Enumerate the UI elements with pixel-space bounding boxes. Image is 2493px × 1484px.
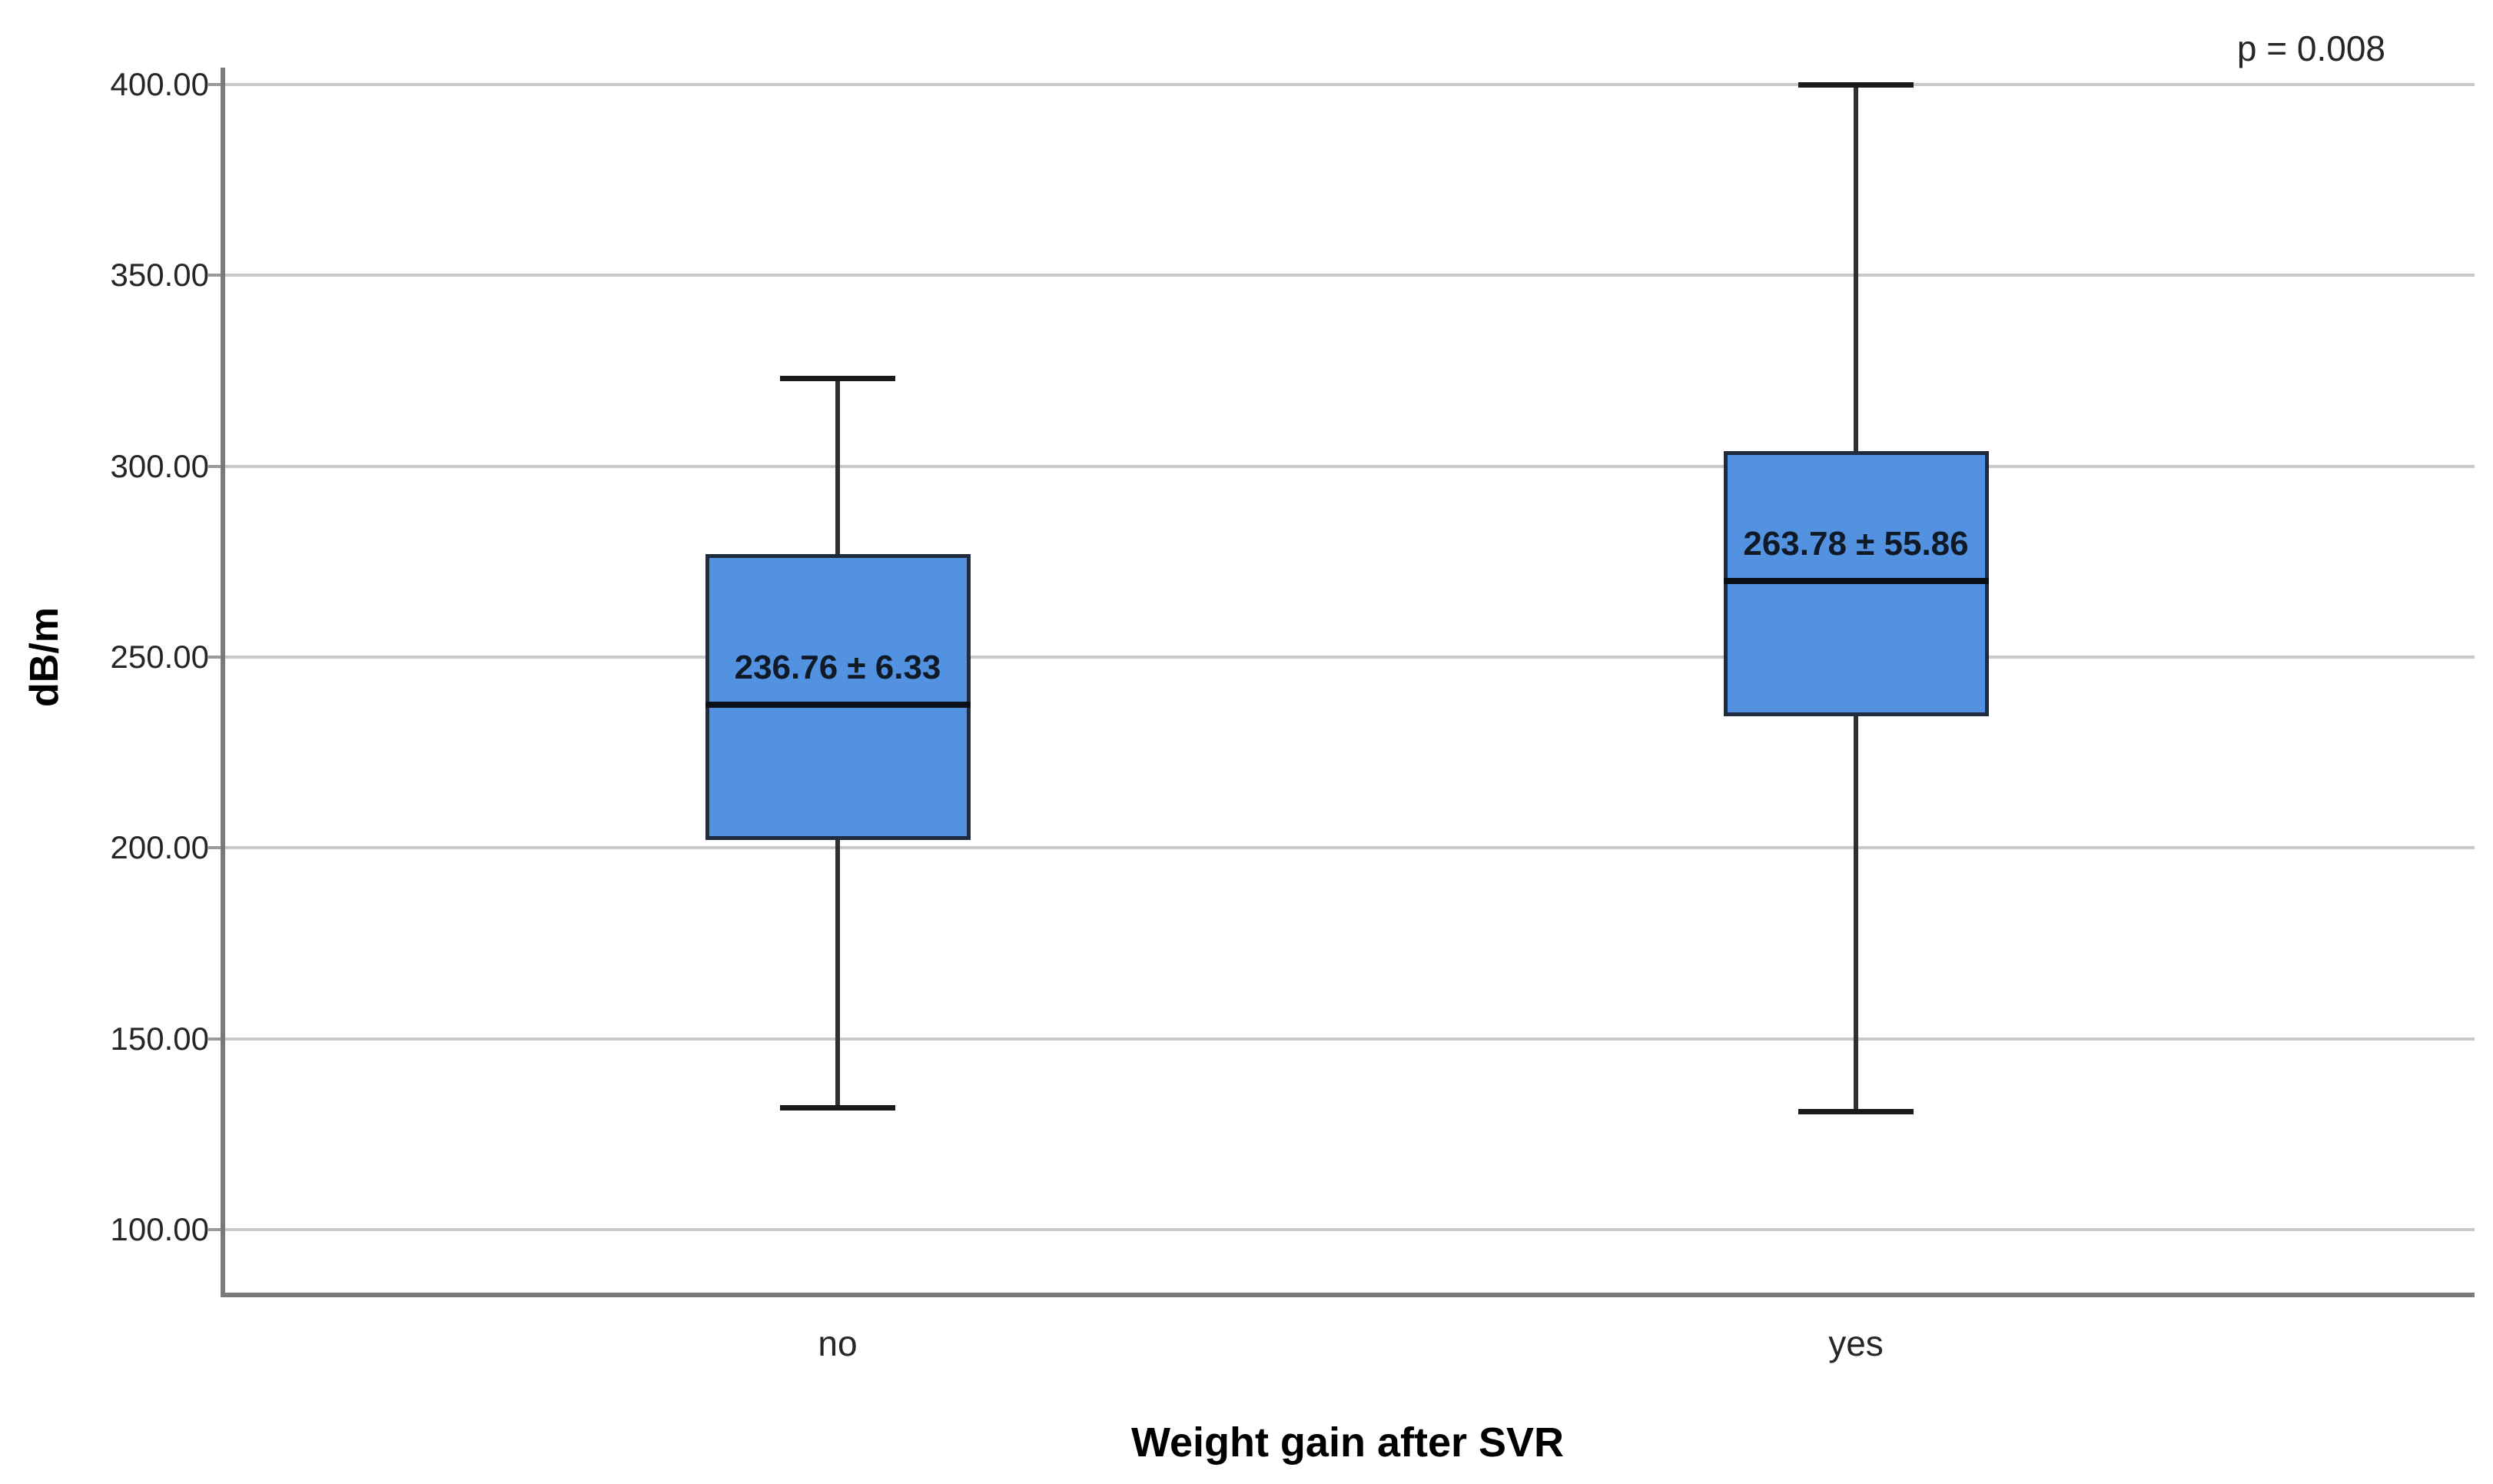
plot-area: [221, 68, 2475, 1293]
gridline: [221, 846, 2475, 850]
lower-whisker-cap: [780, 1105, 895, 1111]
lower-whisker-line: [1854, 715, 1858, 1112]
y-tick-label: 300.00: [110, 447, 209, 484]
median-line: [1723, 577, 1989, 584]
y-tick-label: 100.00: [110, 1211, 209, 1247]
y-axis-title: dB/m: [22, 607, 67, 707]
x-axis-line: [221, 1293, 2475, 1297]
gridline: [221, 464, 2475, 468]
median-line: [705, 702, 971, 709]
p-value-annotation: p = 0.008: [2236, 28, 2385, 68]
upper-whisker-line: [1854, 85, 1858, 451]
y-tick-mark: [208, 656, 221, 659]
x-category-label-no: no: [818, 1323, 858, 1363]
y-tick-label: 200.00: [110, 829, 209, 866]
lower-whisker-line: [835, 840, 840, 1108]
y-tick-mark: [208, 464, 221, 468]
y-tick-mark: [208, 274, 221, 277]
y-tick-mark: [208, 83, 221, 86]
y-tick-mark: [208, 846, 221, 850]
box-stat-label: 236.76 ± 6.33: [734, 649, 941, 687]
gridline: [221, 83, 2475, 86]
gridline: [221, 1228, 2475, 1231]
y-tick-label: 250.00: [110, 639, 209, 675]
lower-whisker-cap: [1798, 1109, 1914, 1115]
y-tick-mark: [208, 1037, 221, 1041]
y-tick-label: 150.00: [110, 1020, 209, 1057]
y-tick-label: 400.00: [110, 66, 209, 102]
y-axis-line: [221, 68, 225, 1293]
upper-whisker-cap: [1798, 82, 1914, 88]
y-tick-mark: [208, 1228, 221, 1231]
x-category-label-yes: yes: [1828, 1323, 1884, 1363]
gridline: [221, 656, 2475, 659]
upper-whisker-line: [835, 378, 840, 554]
upper-whisker-cap: [780, 376, 895, 382]
x-axis-title: Weight gain after SVR: [1130, 1419, 1565, 1466]
gridline: [221, 274, 2475, 277]
gridline: [221, 1037, 2475, 1041]
box-stat-label: 263.78 ± 55.86: [1743, 524, 1969, 563]
y-tick-label: 350.00: [110, 257, 209, 294]
iqr-box-no: [705, 553, 971, 841]
